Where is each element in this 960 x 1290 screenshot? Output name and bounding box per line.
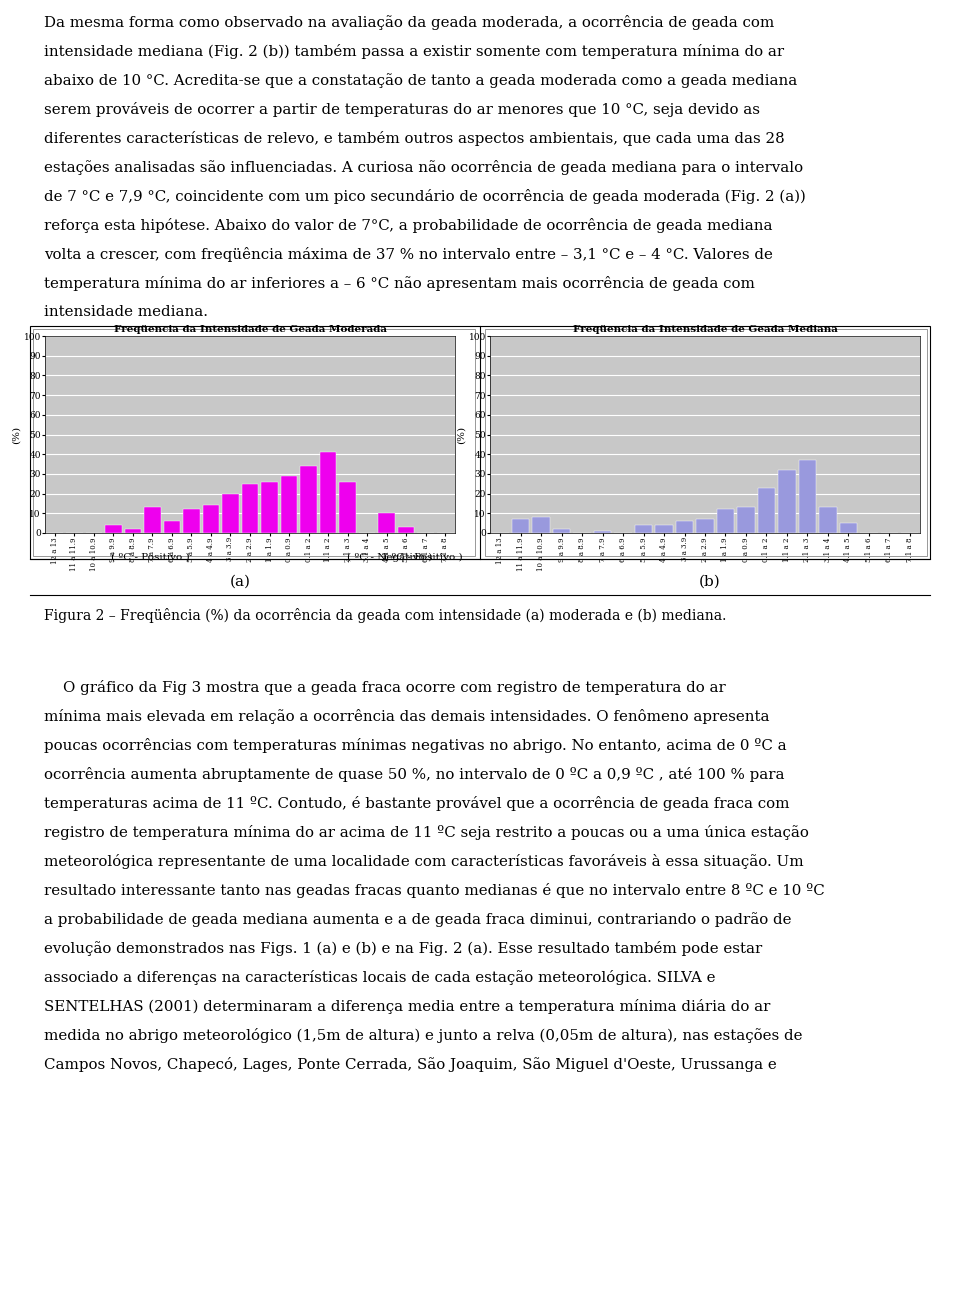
Bar (512, 519, 529, 533)
Bar (485, 329, 927, 556)
Text: ( ºC - Negativo ): ( ºC - Negativo ) (348, 553, 433, 562)
Bar (30, 326, 930, 559)
Text: (b): (b) (699, 575, 721, 590)
Text: ( ºC - Positivo ): ( ºC - Positivo ) (384, 553, 463, 562)
Text: meteorológica representante de uma localidade com características favoráveis à e: meteorológica representante de uma local… (44, 854, 804, 869)
Bar (594, 531, 612, 533)
Y-axis label: (%): (%) (457, 426, 466, 444)
Y-axis label: (%): (%) (12, 426, 21, 444)
Bar (280, 476, 298, 533)
Text: ocorrência aumenta abruptamente de quase 50 %, no intervalo de 0 ºC a 0,9 ºC , a: ocorrência aumenta abruptamente de quase… (44, 768, 784, 782)
Bar (339, 481, 356, 533)
Text: evolução demonstrados nas Figs. 1 (a) e (b) e na Fig. 2 (a). Esse resultado tamb: evolução demonstrados nas Figs. 1 (a) e … (44, 940, 762, 956)
Text: Da mesma forma como observado na avaliação da geada moderada, a ocorrência de ge: Da mesma forma como observado na avaliaç… (44, 15, 775, 30)
Bar (261, 481, 277, 533)
Text: mínima mais elevada em relação a ocorrência das demais intensidades. O fenômeno : mínima mais elevada em relação a ocorrên… (44, 710, 770, 724)
Bar (125, 529, 141, 533)
Text: de 7 °C e 7,9 °C, coincidente com um pico secundário de ocorrência de geada mode: de 7 °C e 7,9 °C, coincidente com um pic… (44, 190, 805, 204)
Text: O gráfico da Fig 3 mostra que a geada fraca ocorre com registro de temperatura d: O gráfico da Fig 3 mostra que a geada fr… (44, 680, 726, 695)
Bar (222, 494, 239, 533)
Bar (799, 461, 816, 533)
Text: intensidade mediana.: intensidade mediana. (44, 304, 208, 319)
Bar (105, 525, 122, 533)
Text: estações analisadas são influenciadas. A curiosa não ocorrência de geada mediana: estações analisadas são influenciadas. A… (44, 160, 804, 175)
Bar (183, 510, 200, 533)
Text: temperatura mínima do ar inferiores a – 6 °C não apresentam mais ocorrência de g: temperatura mínima do ar inferiores a – … (44, 276, 755, 292)
Bar (656, 525, 673, 533)
Text: a probabilidade de geada mediana aumenta e a de geada fraca diminui, contrariand: a probabilidade de geada mediana aumenta… (44, 912, 791, 928)
Bar (553, 529, 570, 533)
Bar (33, 329, 475, 556)
Bar (840, 524, 857, 533)
Bar (819, 507, 836, 533)
Text: registro de temperatura mínima do ar acima de 11 ºC seja restrito a poucas ou a : registro de temperatura mínima do ar aci… (44, 826, 809, 840)
Bar (779, 470, 796, 533)
Bar (242, 484, 258, 533)
Text: resultado interessante tanto nas geadas fracas quanto medianas é que no interval: resultado interessante tanto nas geadas … (44, 882, 825, 898)
Bar (676, 521, 693, 533)
Text: abaixo de 10 °C. Acredita-se que a constatação de tanto a geada moderada como a : abaixo de 10 °C. Acredita-se que a const… (44, 74, 797, 88)
Bar (737, 507, 755, 533)
Bar (144, 507, 160, 533)
Text: volta a crescer, com freqüência máxima de 37 % no intervalo entre – 3,1 °C e – 4: volta a crescer, com freqüência máxima d… (44, 246, 773, 262)
Text: Campos Novos, Chapecó, Lages, Ponte Cerrada, São Joaquim, São Miguel d'Oeste, Ur: Campos Novos, Chapecó, Lages, Ponte Cerr… (44, 1057, 777, 1072)
Text: medida no abrigo meteorológico (1,5m de altura) e junto a relva (0,05m de altura: medida no abrigo meteorológico (1,5m de … (44, 1028, 803, 1044)
Bar (635, 525, 652, 533)
Bar (757, 488, 775, 533)
Text: associado a diferenças na características locais de cada estação meteorológica. : associado a diferenças na característica… (44, 970, 715, 986)
Bar (717, 510, 734, 533)
Text: reforça esta hipótese. Abaixo do valor de 7°C, a probabilidade de ocorrência de : reforça esta hipótese. Abaixo do valor d… (44, 218, 773, 233)
Bar (163, 521, 180, 533)
Title: Freqüencia da Intensidade de Geada Moderada: Freqüencia da Intensidade de Geada Moder… (113, 325, 387, 334)
Text: Figura 2 – Freqüência (%) da ocorrência da geada com intensidade (a) moderada e : Figura 2 – Freqüência (%) da ocorrência … (44, 608, 727, 623)
Bar (300, 466, 317, 533)
Text: ( ºC - Positivo ): ( ºC - Positivo ) (110, 553, 189, 562)
Bar (378, 513, 395, 533)
Text: serem prováveis de ocorrer a partir de temperaturas do ar menores que 10 °C, sej: serem prováveis de ocorrer a partir de t… (44, 102, 760, 117)
Text: diferentes características de relevo, e também outros aspectos ambientais, que c: diferentes características de relevo, e … (44, 132, 784, 146)
Text: temperaturas acima de 11 ºC. Contudo, é bastante provável que a ocorrência de ge: temperaturas acima de 11 ºC. Contudo, é … (44, 796, 789, 811)
Text: (a): (a) (229, 575, 251, 590)
Title: Freqüencia da Intensidade de Geada Mediana: Freqüencia da Intensidade de Geada Media… (572, 325, 837, 334)
Bar (203, 506, 219, 533)
Bar (533, 517, 550, 533)
Text: SENTELHAS (2001) determinaram a diferença media entre a temperatura mínima diári: SENTELHAS (2001) determinaram a diferenç… (44, 998, 770, 1014)
Text: poucas ocorrências com temperaturas mínimas negativas no abrigo. No entanto, aci: poucas ocorrências com temperaturas míni… (44, 738, 786, 753)
Bar (320, 453, 336, 533)
Text: intensidade mediana (Fig. 2 (b)) também passa a existir somente com temperatura : intensidade mediana (Fig. 2 (b)) também … (44, 44, 784, 59)
Bar (397, 528, 415, 533)
Bar (696, 519, 713, 533)
